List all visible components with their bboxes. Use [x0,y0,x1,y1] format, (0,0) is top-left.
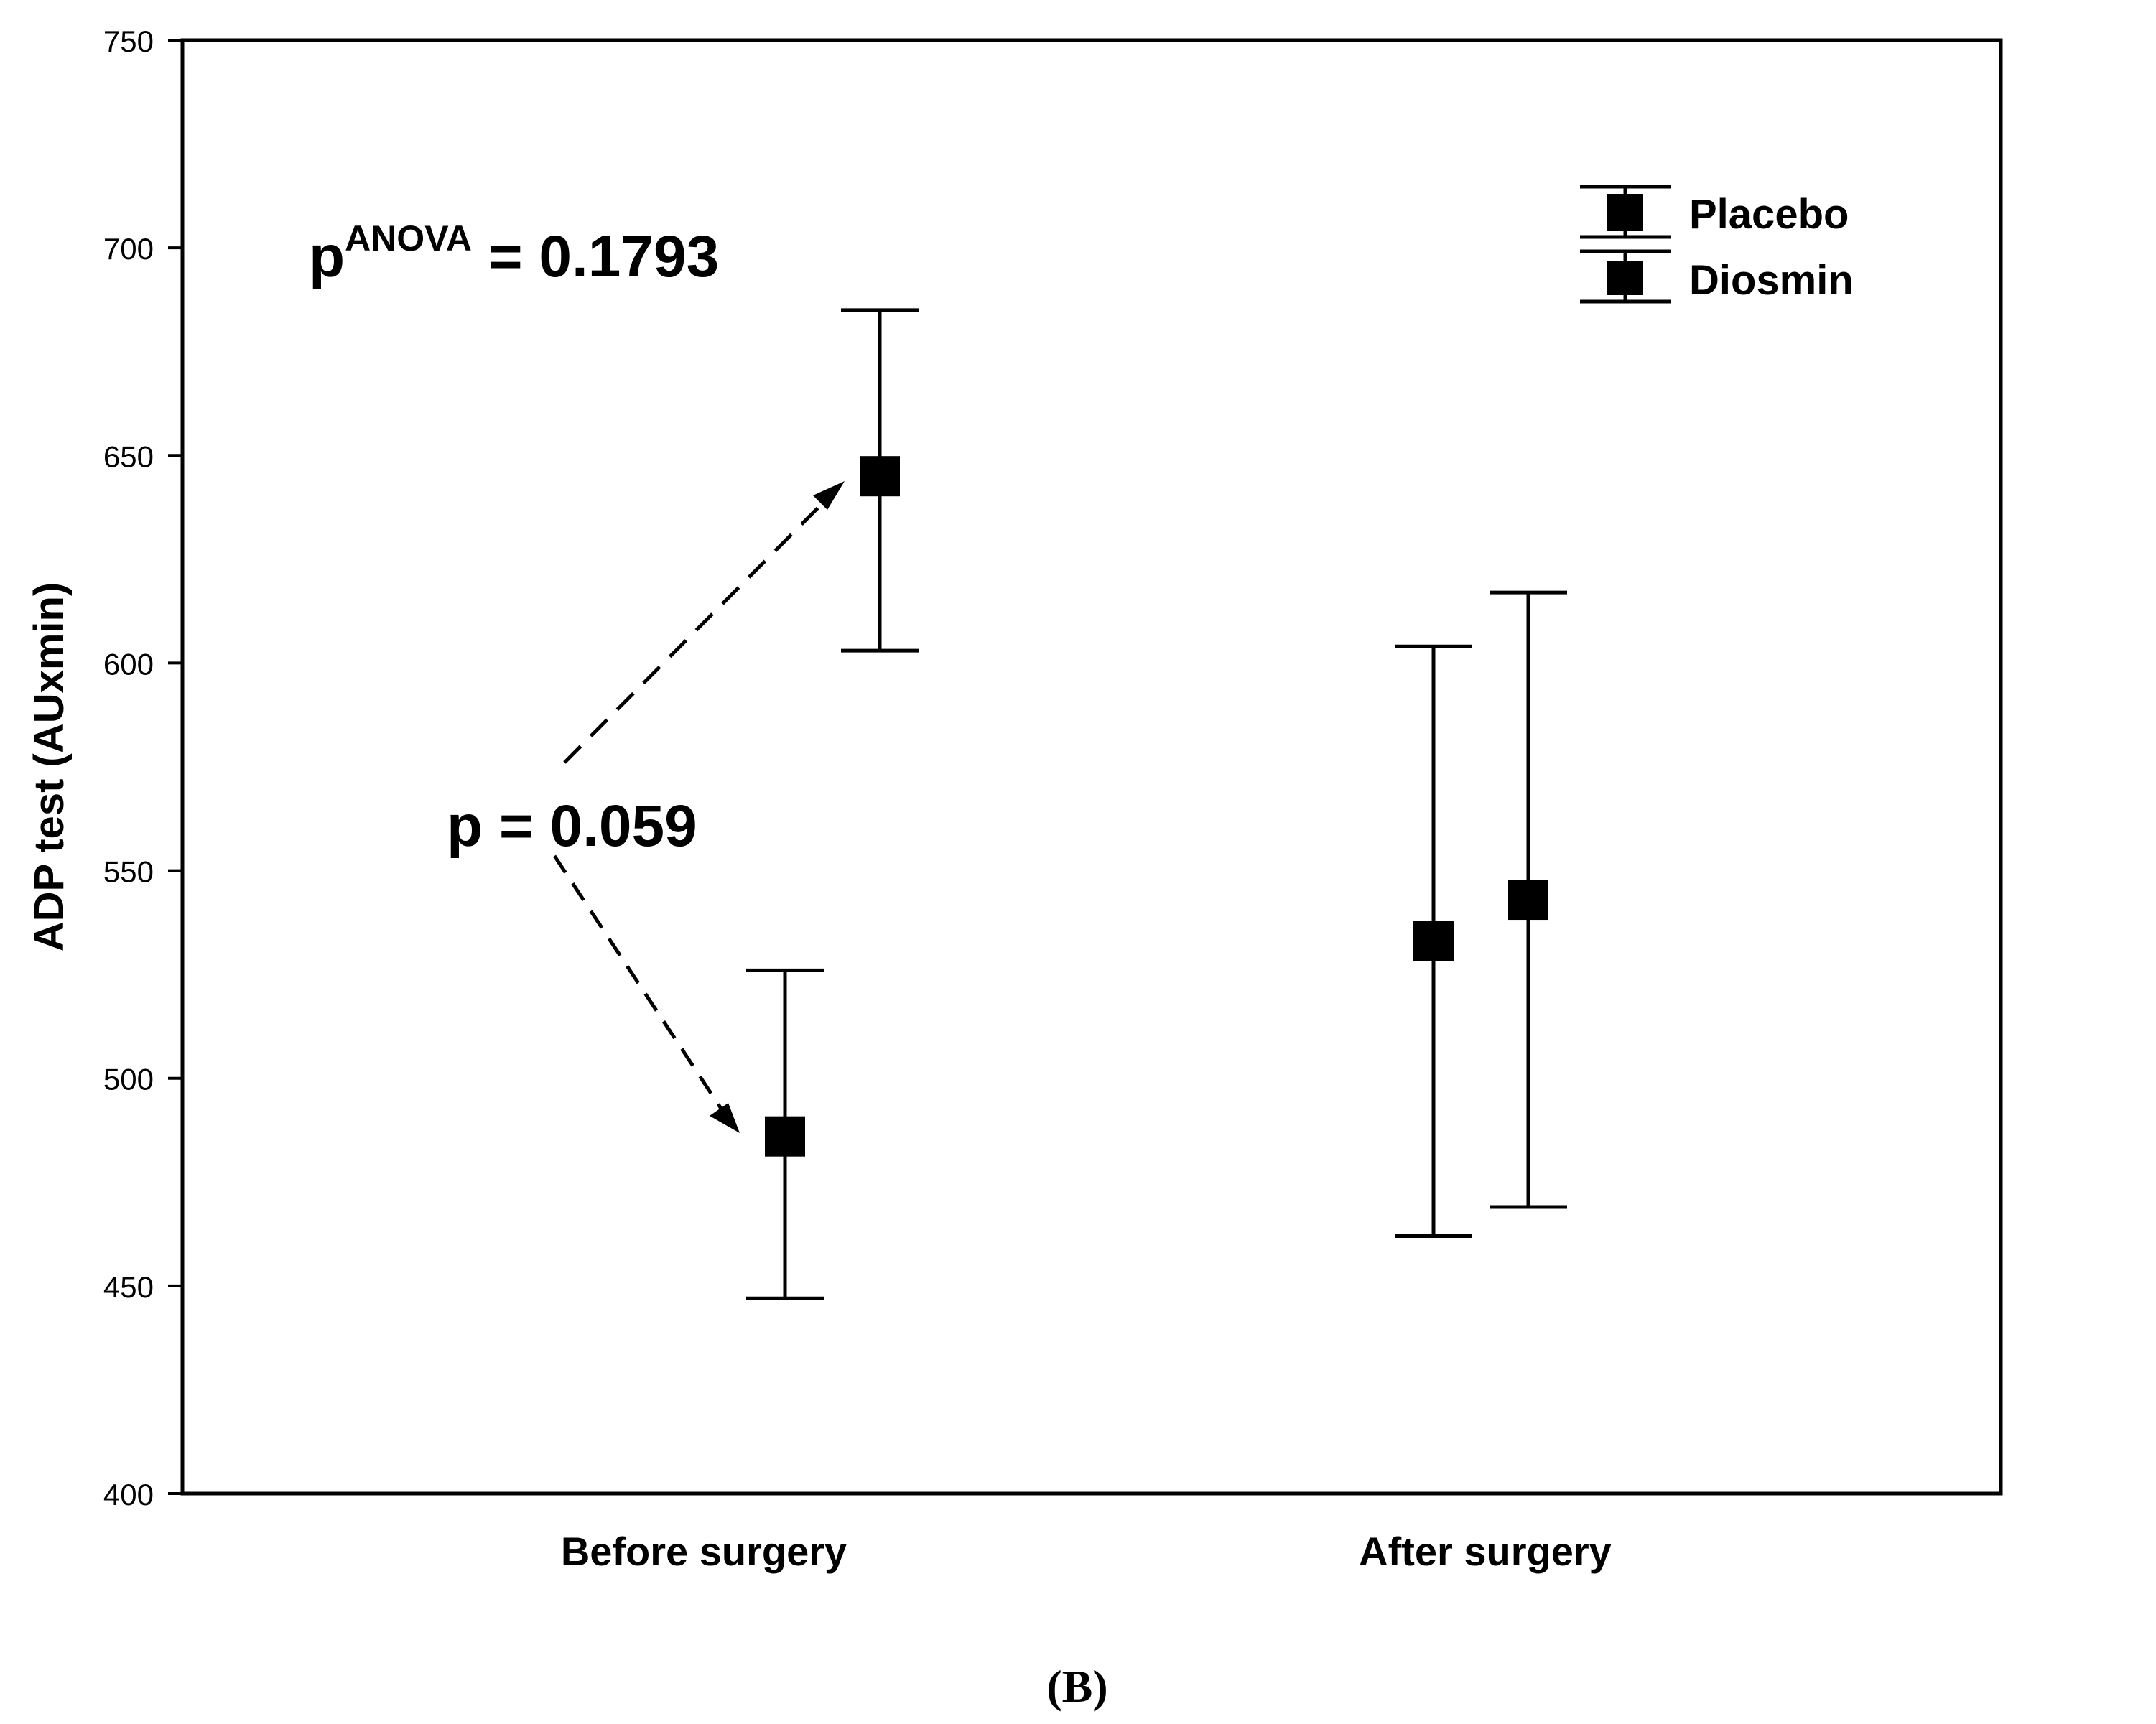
y-tick-label-600: 600 [103,647,154,681]
y-tick-label-550: 550 [103,855,154,889]
placebo-before-surgery-marker [765,1116,805,1157]
anova-annotation: pANOVA = 0.1793 [309,218,719,289]
x-category-label-before-surgery: Before surgery [561,1529,847,1574]
arrowhead-placebo-before [710,1103,740,1133]
anova-value: = 0.1793 [472,224,719,289]
plot-frame [180,38,2003,1496]
x-category-label-after-surgery: After surgery [1359,1529,1612,1574]
legend: Placebo Diosmin [1580,185,1854,304]
arrowhead-diosmin-before [813,481,845,510]
diosmin-after-surgery-marker [1508,880,1548,921]
legend-diosmin-marker [1607,261,1643,295]
diosmin-before-surgery-marker [860,456,900,497]
pairwise-p-annotation: p = 0.059 [447,793,697,859]
anova-superscript: ANOVA [345,218,472,258]
legend-placebo-label: Placebo [1689,191,1849,238]
legend-diosmin-label: Diosmin [1689,257,1854,304]
panel-label: (B) [1046,1661,1107,1712]
y-axis-title: ADP test (AUxmin) [26,582,73,952]
arrow-to-diosmin-before [563,490,836,764]
y-tick-label-400: 400 [103,1478,154,1511]
y-axis-tick-labels: 400 450 500 550 600 650 700 750 [103,24,154,1511]
anova-p-letter: p [309,224,345,289]
annotation-arrows [552,481,845,1133]
placebo-after-surgery-marker [1413,921,1454,961]
data-marks [746,308,1567,1300]
legend-item-diosmin: Diosmin [1580,249,1854,304]
y-tick-label-650: 650 [103,439,154,473]
y-axis-ticks [168,39,182,1495]
arrow-to-placebo-before [552,854,732,1123]
legend-placebo-marker [1607,194,1643,231]
y-tick-label-750: 750 [103,24,154,58]
y-tick-label-450: 450 [103,1270,154,1304]
legend-item-placebo: Placebo [1580,185,1849,239]
y-tick-label-500: 500 [103,1063,154,1096]
y-tick-label-700: 700 [103,232,154,266]
